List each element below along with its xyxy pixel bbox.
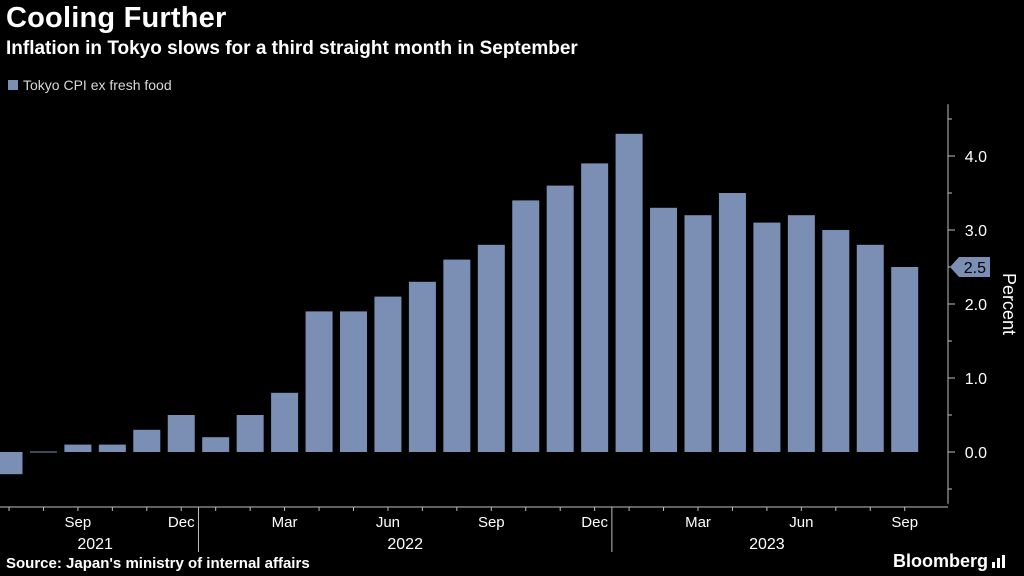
y-tick-label: 4.0 bbox=[965, 149, 987, 166]
x-axis: Sep Dec Mar Jun Sep Dec Mar Jun Sep 2021 2022 2023 bbox=[0, 506, 948, 553]
bar-2023-07 bbox=[822, 230, 850, 452]
chart-title: Cooling Further bbox=[6, 2, 227, 34]
year-label: 2023 bbox=[749, 536, 785, 553]
brand-logo: Bloomberg bbox=[893, 551, 1007, 572]
bloomberg-mark-icon bbox=[992, 554, 1006, 568]
bar-2022-02 bbox=[236, 415, 264, 452]
y-tick-label: 2.0 bbox=[965, 297, 987, 314]
x-tick-label: Jun bbox=[789, 514, 813, 531]
year-label: 2021 bbox=[77, 536, 113, 553]
bar-2022-10 bbox=[512, 200, 540, 452]
last-value-tag bbox=[950, 257, 990, 277]
bars-group bbox=[0, 133, 919, 475]
y-tick-label: 3.0 bbox=[965, 223, 987, 240]
bar-2022-08 bbox=[443, 259, 471, 452]
x-tick-label: Mar bbox=[272, 514, 298, 531]
bar-2021-09 bbox=[64, 444, 92, 452]
legend-label: Tokyo CPI ex fresh food bbox=[23, 77, 172, 93]
bar-2022-03 bbox=[271, 392, 299, 452]
last-value-marker: 2.5 bbox=[950, 257, 990, 277]
bar-2023-04 bbox=[718, 193, 746, 452]
last-value-label: 2.5 bbox=[964, 260, 986, 277]
bar-2022-09 bbox=[477, 244, 505, 452]
bar-2023-01 bbox=[615, 133, 643, 453]
bar-2022-06 bbox=[374, 296, 402, 452]
bar-2022-04 bbox=[305, 311, 333, 452]
brand-name: Bloomberg bbox=[893, 551, 989, 571]
bar-2022-05 bbox=[340, 311, 367, 452]
bar-2021-08 bbox=[29, 451, 57, 453]
year-label: 2022 bbox=[387, 536, 423, 553]
bar-2021-07 bbox=[0, 452, 23, 475]
bar-2023-03 bbox=[684, 215, 712, 452]
bar-2023-08 bbox=[856, 244, 884, 452]
y-axis: 0.0 1.0 2.0 3.0 4.0 bbox=[947, 104, 987, 504]
legend: Tokyo CPI ex fresh food bbox=[8, 77, 172, 93]
bar-2021-10 bbox=[98, 444, 126, 452]
source-note: Source: Japan's ministry of internal aff… bbox=[6, 555, 310, 572]
bar-2022-12 bbox=[581, 163, 609, 452]
legend-swatch bbox=[8, 80, 18, 90]
x-tick-label: Dec bbox=[581, 514, 608, 531]
bar-2021-11 bbox=[133, 429, 161, 452]
bar-2023-09 bbox=[891, 267, 919, 452]
bar-2022-07 bbox=[408, 281, 436, 452]
bar-2023-06 bbox=[787, 215, 815, 452]
bar-2022-01 bbox=[202, 437, 230, 452]
chart-subtitle: Inflation in Tokyo slows for a third str… bbox=[6, 38, 578, 59]
x-tick-label: Dec bbox=[168, 514, 195, 531]
bar-2023-02 bbox=[650, 207, 678, 452]
x-tick-label: Jun bbox=[376, 514, 400, 531]
bar-2022-11 bbox=[546, 185, 574, 452]
y-axis-label: Percent bbox=[999, 273, 1019, 335]
x-tick-label: Sep bbox=[891, 514, 918, 531]
x-tick-label: Mar bbox=[685, 514, 711, 531]
x-tick-label: Sep bbox=[478, 514, 505, 531]
y-tick-label: 0.0 bbox=[965, 445, 987, 462]
bar-2021-12 bbox=[167, 415, 195, 452]
bar-2023-05 bbox=[753, 222, 781, 452]
y-tick-label: 1.0 bbox=[965, 371, 987, 388]
x-tick-label: Sep bbox=[65, 514, 92, 531]
